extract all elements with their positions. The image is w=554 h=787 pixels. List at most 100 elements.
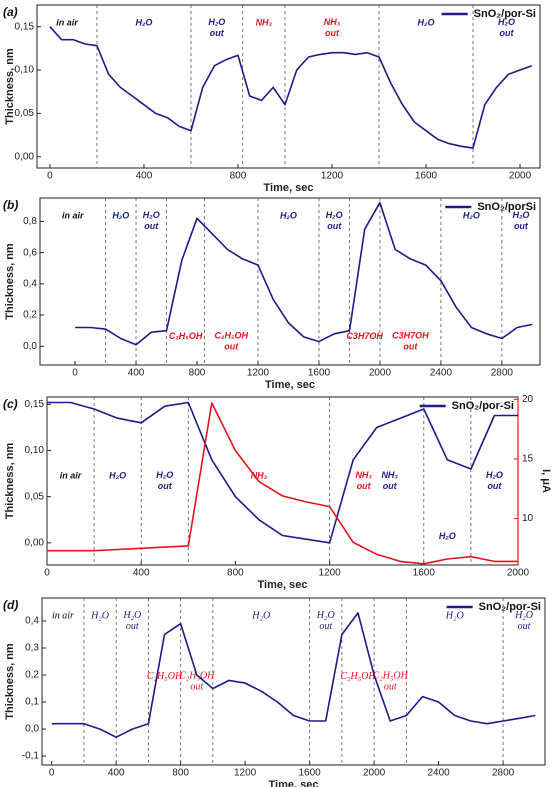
x-tick-label: 2400 xyxy=(427,768,450,779)
y-tick-label: 0,6 xyxy=(23,247,37,258)
annotation: C₂H₅OH xyxy=(147,671,183,682)
y-tick-label: 0,05 xyxy=(15,108,35,119)
data-line xyxy=(75,201,533,346)
x-axis-title: Time, sec xyxy=(258,579,308,591)
x-tick-label: 0 xyxy=(49,768,55,779)
annotation: NH₃ xyxy=(251,470,268,480)
panel-label: (c) xyxy=(3,397,18,411)
x-tick-label: 0 xyxy=(44,568,50,579)
annotation: H₂O out xyxy=(498,17,515,38)
annotation: C₂H₅OH out xyxy=(373,671,409,693)
x-tick-label: 1200 xyxy=(234,768,257,779)
plot-frame xyxy=(39,197,541,366)
y-axis-title: Thickness, nm xyxy=(4,443,16,520)
y-tick-label: 0,1 xyxy=(25,697,39,708)
x-tick-label: 2800 xyxy=(492,768,515,779)
y-tick-label: 0,8 xyxy=(23,216,37,227)
y-tick-label: 0,00 xyxy=(15,151,35,162)
x-tick-label: 400 xyxy=(133,568,150,579)
annotation: H₂O xyxy=(463,210,480,220)
x-tick-label: 2000 xyxy=(509,171,532,182)
annotation: H₂O out xyxy=(316,610,335,632)
y-axis-title: Thickness, nm xyxy=(4,243,16,320)
x-axis-title: Time, sec xyxy=(265,379,315,391)
x-tick-label: 400 xyxy=(136,171,153,182)
y2-tick-label: 20 xyxy=(522,394,534,405)
annotation: H₂O out xyxy=(514,610,533,632)
x-tick-label: 1200 xyxy=(321,171,344,182)
annotation: H₂O xyxy=(418,17,435,27)
y-axis-title: Thickness, nm xyxy=(4,48,16,125)
y-tick-label: 0,15 xyxy=(25,399,45,410)
plot-frame xyxy=(36,4,541,169)
annotation: in air xyxy=(62,210,84,220)
annotation: C3H7OH xyxy=(346,331,383,341)
annotation: C₂H₅OH xyxy=(169,331,203,341)
y-tick-label: 0,10 xyxy=(15,65,35,76)
panel: (a) Time, sec Thickness, nm 0 400 800 1200 1600… xyxy=(3,4,541,194)
x-tick-label: 0 xyxy=(72,368,78,379)
panel: (c) Time, sec Thickness, nm 0 400 800 1200 1600… xyxy=(3,394,552,591)
annotation: in air xyxy=(56,17,78,27)
x-tick-label: 2000 xyxy=(363,768,386,779)
y-tick-label: 0,3 xyxy=(25,643,39,654)
y-tick-label: 0,15 xyxy=(15,21,35,32)
y-tick-label: 0,4 xyxy=(25,616,39,627)
annotation: H₂O out xyxy=(122,610,141,632)
y-tick-label: 0,0 xyxy=(25,724,39,735)
x-tick-label: 1600 xyxy=(298,768,321,779)
x-tick-label: 2000 xyxy=(369,368,392,379)
y2-tick-label: 10 xyxy=(522,513,534,524)
legend-label: SnO₂/porSi xyxy=(477,201,536,213)
annotation: H₂O xyxy=(445,610,464,621)
annotation: H₂O xyxy=(109,470,126,480)
x-tick-label: 0 xyxy=(47,171,53,182)
panel-label: (b) xyxy=(3,198,18,212)
data-line xyxy=(47,401,518,544)
annotation: H₂O xyxy=(439,531,456,541)
x-tick-label: 800 xyxy=(227,568,244,579)
plot-frame xyxy=(41,597,546,766)
annotation: H₂O out xyxy=(208,17,225,38)
x-axis-title: Time, sec xyxy=(269,779,319,787)
panel: (d) Time, sec Thickness, nm 0 400 800 1200 1600… xyxy=(3,597,546,787)
annotation: NH₃ out xyxy=(324,17,341,38)
annotation: C₂H₅OH out xyxy=(215,331,249,352)
annotation: H₂O out xyxy=(143,210,160,231)
y-tick-label: 0,0 xyxy=(23,341,37,352)
y-tick-label: 0,10 xyxy=(25,445,45,456)
annotation: H₂O out xyxy=(156,470,173,491)
x-tick-label: 1200 xyxy=(247,368,270,379)
x-tick-label: 800 xyxy=(172,768,189,779)
annotation: in air xyxy=(60,470,82,480)
annotation: NH₃ out xyxy=(381,470,398,491)
x-tick-label: 400 xyxy=(108,768,125,779)
y2-tick-label: 15 xyxy=(522,454,534,465)
y-tick-label: 0,00 xyxy=(25,537,45,548)
annotation: H₂O out xyxy=(512,210,529,231)
data-line xyxy=(51,612,536,738)
y2-axis-title: I, μA xyxy=(540,469,552,493)
annotation: C₂H₅OH xyxy=(340,671,376,682)
annotation: H₂O xyxy=(112,210,129,220)
annotation: H₂O xyxy=(135,17,152,27)
annotation: H₂O xyxy=(251,610,270,621)
annotation: H₂O out xyxy=(326,210,343,231)
panel: (b) Time, sec Thickness, nm 0 400 800 1200 1600… xyxy=(3,197,541,391)
y-tick-label: 0,2 xyxy=(23,310,37,321)
y-axis-title: Thickness, nm xyxy=(4,643,16,720)
x-tick-label: 400 xyxy=(128,368,145,379)
x-tick-label: 800 xyxy=(230,171,247,182)
x-axis-title: Time, sec xyxy=(264,182,314,194)
x-tick-label: 1600 xyxy=(415,171,438,182)
data-line xyxy=(47,402,518,565)
panel-label: (a) xyxy=(3,5,18,19)
x-tick-label: 1600 xyxy=(413,568,436,579)
annotation: C3H7OH out xyxy=(392,331,429,352)
annotation: NH₃ out xyxy=(355,470,372,491)
y-tick-label: 0,2 xyxy=(25,670,39,681)
panel-label: (d) xyxy=(3,598,18,612)
y-tick-label: 0,4 xyxy=(23,278,37,289)
y-tick-label: -0,1 xyxy=(22,751,40,762)
x-tick-label: 2800 xyxy=(491,368,514,379)
